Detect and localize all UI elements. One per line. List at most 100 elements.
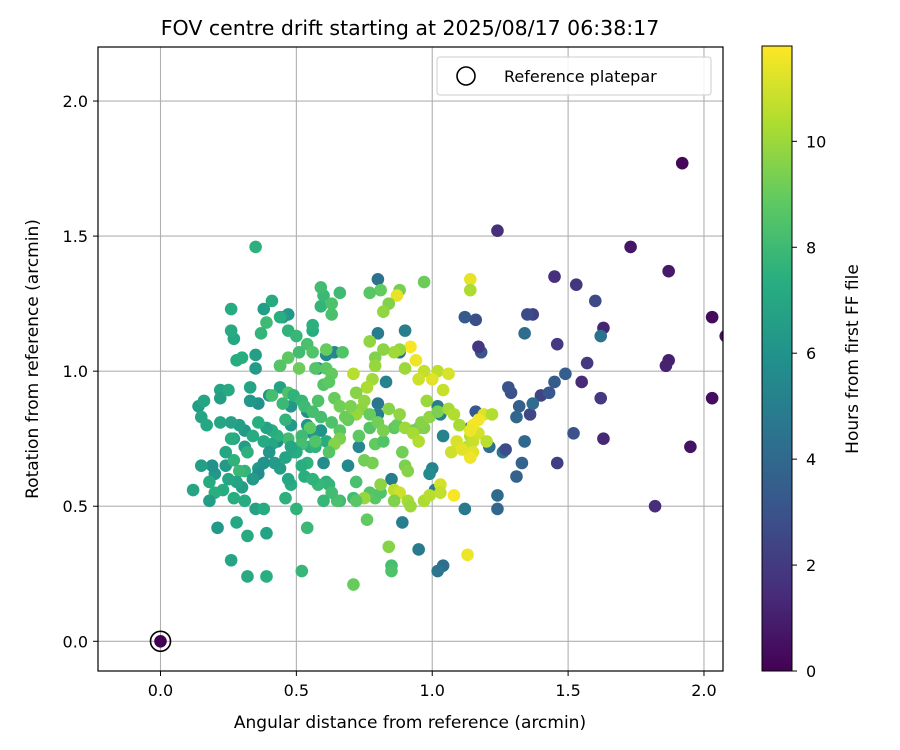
data-point	[379, 375, 393, 389]
data-point	[279, 451, 292, 464]
legend-marker	[456, 66, 476, 86]
data-point	[281, 472, 295, 486]
data-point	[594, 329, 608, 343]
data-point	[246, 429, 260, 443]
data-point	[241, 529, 254, 543]
data-point	[434, 486, 447, 500]
data-point	[224, 302, 238, 316]
data-point	[458, 310, 472, 324]
data-point	[186, 483, 200, 497]
data-point	[377, 343, 390, 356]
data-point	[455, 443, 469, 456]
data-point	[396, 516, 409, 529]
data-point	[347, 367, 360, 381]
data-point	[463, 273, 477, 286]
data-point	[257, 302, 271, 316]
data-point	[417, 275, 431, 289]
data-point	[290, 502, 303, 516]
data-point	[371, 273, 385, 286]
data-point	[200, 418, 213, 432]
data-point	[512, 399, 526, 413]
data-point	[569, 278, 583, 292]
data-point	[366, 456, 379, 470]
data-point	[358, 394, 371, 408]
data-point	[463, 283, 477, 297]
y-tick-label: 2.0	[63, 92, 88, 111]
data-point	[360, 513, 374, 527]
data-point	[238, 494, 252, 508]
data-point	[213, 416, 227, 429]
data-point	[588, 294, 602, 308]
data-point	[368, 359, 382, 373]
data-point	[662, 264, 675, 278]
data-point	[252, 416, 265, 429]
data-point	[705, 310, 719, 324]
data-point	[431, 564, 444, 578]
data-point	[412, 435, 425, 448]
data-point	[319, 343, 333, 356]
legend: Reference platepar	[436, 56, 712, 96]
grid	[98, 47, 723, 671]
data-point	[219, 445, 233, 459]
data-point	[203, 494, 216, 508]
data-point	[412, 372, 425, 386]
data-point	[295, 459, 309, 473]
data-point	[521, 308, 534, 321]
reference-point-ring	[149, 630, 172, 653]
data-point	[325, 297, 338, 310]
data-point	[249, 240, 262, 254]
data-point	[317, 456, 330, 470]
data-point	[333, 399, 347, 413]
data-point	[377, 424, 390, 437]
x-tick-label: 0.5	[284, 681, 309, 700]
data-point	[412, 543, 425, 556]
data-point	[374, 283, 387, 297]
data-point	[485, 408, 499, 421]
data-point	[260, 570, 273, 583]
colorbar-tick-label: 4	[806, 450, 816, 469]
x-tick-label: 0.0	[148, 681, 173, 700]
legend-box	[436, 56, 712, 96]
data-point	[363, 335, 377, 348]
data-point	[254, 327, 268, 340]
data-point	[548, 270, 561, 283]
data-point	[292, 362, 306, 375]
data-point	[491, 224, 504, 237]
data-point	[518, 327, 531, 340]
data-point	[352, 440, 366, 454]
data-point	[363, 408, 377, 421]
data-point	[322, 375, 336, 389]
data-point	[425, 372, 439, 386]
data-point	[222, 472, 235, 486]
y-axis-ticks: 0.0 0.5 1.0 1.5 2.0	[63, 92, 98, 651]
data-point	[390, 289, 404, 302]
data-point	[542, 386, 556, 400]
data-point	[233, 464, 246, 478]
y-tick-label: 0.0	[63, 632, 88, 651]
data-point	[510, 470, 523, 483]
data-point	[352, 429, 366, 443]
data-point	[224, 553, 238, 567]
colorbar-tick-label: 0	[806, 662, 816, 681]
data-point	[463, 424, 477, 437]
data-point	[469, 313, 483, 327]
data-point	[257, 502, 271, 516]
x-axis-label: Angular distance from reference (arcmin)	[234, 713, 586, 733]
data-point	[295, 564, 309, 578]
data-point	[260, 526, 273, 540]
data-point	[273, 359, 287, 373]
data-point	[281, 351, 295, 364]
data-point	[458, 502, 472, 516]
data-point	[382, 402, 396, 416]
data-point	[279, 413, 292, 427]
data-point	[279, 491, 292, 505]
y-axis-label: Rotation from reference (arcmin)	[23, 219, 43, 499]
data-point	[227, 491, 241, 505]
x-tick-label: 1.0	[420, 681, 445, 700]
data-point	[349, 386, 363, 400]
colorbar-label: Hours from first FF file	[843, 264, 863, 454]
data-point	[224, 324, 238, 337]
data-point	[303, 421, 317, 435]
data-point	[317, 494, 330, 508]
